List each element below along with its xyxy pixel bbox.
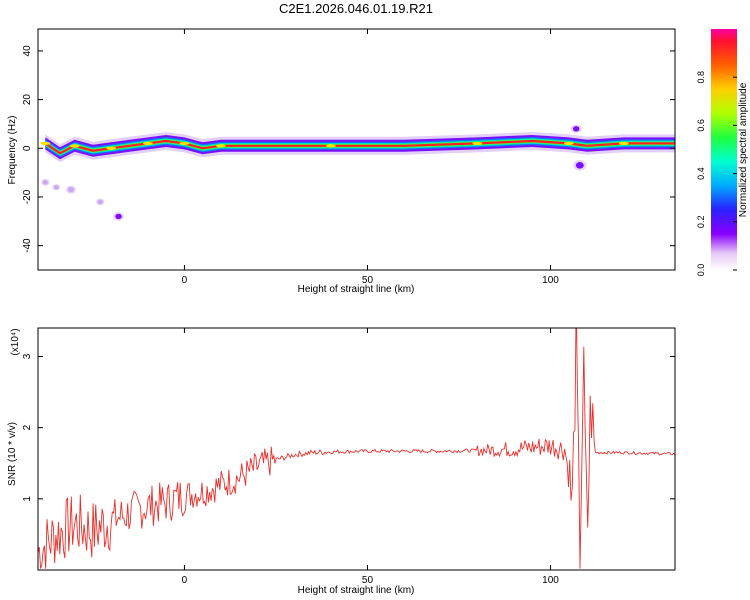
snr-panel: 0 50 100 1 2 3 Height of straight line (km) S… <box>7 327 676 596</box>
spectrogram-peak <box>563 141 574 146</box>
colorbar-label: Normalized spectral amplitude <box>738 82 749 217</box>
spectrogram-x-label: Height of straight line (km) <box>298 284 415 295</box>
colorbar-tick-label: 0.2 <box>696 216 706 229</box>
spectrogram-ridge <box>44 139 675 155</box>
spectrogram-peak <box>618 141 629 146</box>
spectrogram-blob-core <box>575 162 584 169</box>
spectrogram-peak <box>472 141 483 146</box>
spectrogram-y-label: Frequency (Hz) <box>7 116 18 185</box>
spectrogram-blob-core <box>42 180 48 185</box>
spectrogram-peak <box>69 144 80 148</box>
colorbar: 0.0 0.2 0.4 0.6 0.8 Normalized spectral ampl… <box>696 29 749 276</box>
spectrogram-x-tick-label: 0 <box>182 275 188 286</box>
spectrogram-x-tick-label: 50 <box>362 275 374 286</box>
figure-title: C2E1.2026.046.01.19.R21 <box>279 1 433 16</box>
snr-multiplier: (x10⁴) <box>10 328 21 355</box>
spectrogram-blob-core <box>53 185 59 190</box>
spectrogram-band-green <box>45 139 675 155</box>
spectrogram-blob-core <box>32 175 38 180</box>
spectrogram-frame <box>37 28 676 271</box>
colorbar-gradient <box>711 29 737 270</box>
spectrogram-panel: 0 50 100 40 20 0 -20 -40 Height of straight lin… <box>7 28 676 295</box>
snr-y-label: SNR (10 * v/v) <box>7 422 18 486</box>
colorbar-tick-label: 0.4 <box>696 167 706 180</box>
spectrogram-blob-core <box>97 199 103 204</box>
spectrogram-peak <box>325 144 336 148</box>
spectrogram-peak <box>106 146 117 150</box>
spectrogram-y-tick-label: -20 <box>22 189 33 204</box>
snr-frame <box>37 327 676 571</box>
spectrogram-y-tick-label: 20 <box>22 94 33 106</box>
spectrogram-y-tick-label: 0 <box>22 145 33 151</box>
spectrogram-y-tick-label: -40 <box>22 238 33 253</box>
snr-y-tick-label: 2 <box>22 424 33 430</box>
spectrogram-x-tick-label: 100 <box>542 275 559 286</box>
snr-x-label: Height of straight line (km) <box>298 585 415 596</box>
spectrogram-peak <box>179 141 190 146</box>
colorbar-tick-label: 0.6 <box>696 119 706 132</box>
snr-y-tick-label: 1 <box>22 496 33 502</box>
spectrogram-blob-core <box>572 126 580 132</box>
spectrogram-blob-core <box>115 213 122 220</box>
spectrogram-peak <box>40 141 51 146</box>
spectrogram-peak <box>216 144 227 148</box>
snr-series-line <box>38 328 675 569</box>
spectrogram-y-tick-label: 40 <box>22 45 33 57</box>
snr-x-tick-label: 0 <box>182 575 188 586</box>
snr-y-tick-label: 3 <box>22 353 33 359</box>
spectrogram-blob-core <box>67 187 74 193</box>
colorbar-tick-label: 0.8 <box>696 71 706 84</box>
colorbar-tick-label: 0.0 <box>696 264 706 277</box>
snr-x-tick-label: 100 <box>542 575 559 586</box>
spectrogram-peak <box>142 141 153 146</box>
snr-x-tick-label: 50 <box>362 575 374 586</box>
